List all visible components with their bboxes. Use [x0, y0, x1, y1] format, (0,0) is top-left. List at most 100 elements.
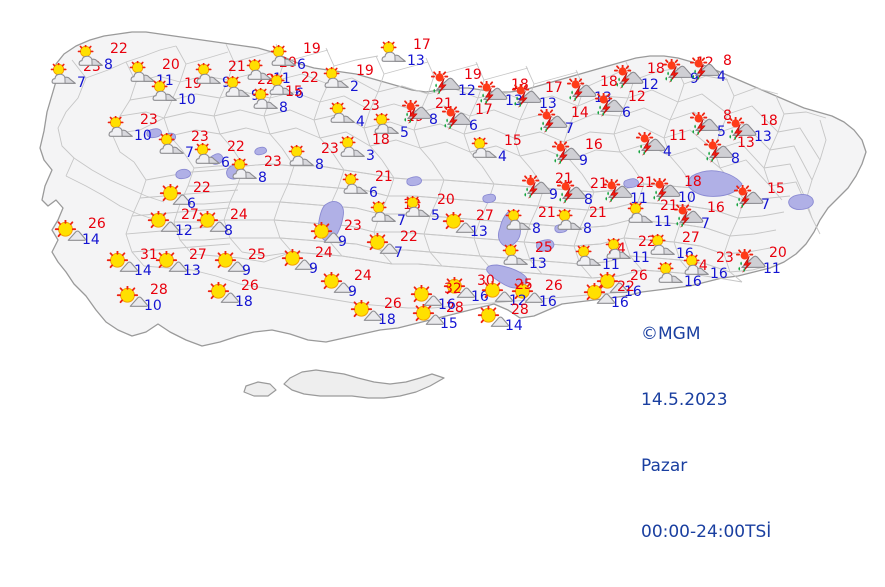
- temp-max: 22: [400, 229, 418, 245]
- temp-min: 12: [641, 77, 659, 93]
- temp-max: 26: [384, 296, 402, 312]
- temp-min: 7: [397, 213, 406, 229]
- temp-min: 4: [717, 69, 726, 85]
- temp-max: 18: [760, 113, 778, 129]
- lake-van: [687, 170, 743, 197]
- temp-min: 6: [369, 185, 378, 201]
- temp-max: 27: [682, 230, 700, 246]
- temp-max: 13: [737, 135, 755, 151]
- temp-max: 22: [638, 234, 656, 250]
- temp-max: 21: [660, 198, 678, 214]
- temp-min: 16: [684, 274, 702, 290]
- credit-period: 00:00-24:00TSİ: [641, 522, 772, 542]
- temp-min: 13: [407, 53, 425, 69]
- temp-min: 6: [469, 118, 478, 134]
- temp-min: 4: [356, 114, 365, 130]
- temp-min: 16: [710, 266, 728, 282]
- temp-min: 15: [440, 316, 458, 332]
- temp-max: 15: [767, 181, 785, 197]
- temp-min: 10: [678, 190, 696, 206]
- temp-max: 19: [303, 41, 321, 57]
- temp-min: 10: [144, 298, 162, 314]
- temp-min: 13: [470, 224, 488, 240]
- temp-min: 5: [400, 125, 409, 141]
- temp-min: 3: [366, 148, 375, 164]
- temp-min: 6: [297, 57, 306, 73]
- temp-min: 8: [429, 112, 438, 128]
- temp-min: 7: [77, 75, 86, 91]
- temp-min: 8: [583, 221, 592, 237]
- temp-min: 9: [690, 71, 699, 87]
- temp-max: 27: [189, 247, 207, 263]
- temp-min: 18: [378, 312, 396, 328]
- lake-iznik: [175, 168, 191, 180]
- temp-max: 23: [716, 250, 734, 266]
- temp-max: 24: [230, 207, 248, 223]
- temp-max: 27: [181, 207, 199, 223]
- lake-sapanca: [254, 146, 268, 156]
- temp-min: 8: [104, 57, 113, 73]
- temp-max: 26: [545, 278, 563, 294]
- temp-min: 12: [175, 223, 193, 239]
- temp-min: 8: [731, 151, 740, 167]
- lake-small-1: [406, 176, 422, 187]
- lake-small-2: [482, 193, 497, 204]
- temp-min: 16: [438, 297, 456, 313]
- temp-max: 20: [437, 192, 455, 208]
- temp-min: 8: [224, 223, 233, 239]
- temp-max: 18: [647, 61, 665, 77]
- temp-max: 18: [372, 132, 390, 148]
- temp-min: 4: [498, 149, 507, 165]
- credit-day: Pazar: [641, 456, 688, 476]
- temp-max: 28: [511, 302, 529, 318]
- temp-min: 9: [348, 284, 357, 300]
- temp-max: 21: [589, 205, 607, 221]
- temp-max: 20: [162, 57, 180, 73]
- temp-min: 7: [565, 121, 574, 137]
- temp-max: 21: [555, 171, 573, 187]
- temp-min: 11: [763, 261, 781, 277]
- temp-min: 13: [529, 256, 547, 272]
- temp-max: 28: [446, 300, 464, 316]
- lake-small-5: [623, 178, 639, 189]
- temp-max: 15: [285, 84, 303, 100]
- temp-min: 13: [183, 263, 201, 279]
- temp-min: 10: [134, 128, 152, 144]
- temp-max: 23: [264, 154, 282, 170]
- temp-max: 23: [344, 218, 362, 234]
- temp-min: 9: [579, 153, 588, 169]
- cyprus-outline: [243, 369, 445, 399]
- temp-min: 16: [539, 294, 557, 310]
- temp-max: 25: [535, 240, 553, 256]
- temp-min: 11: [602, 257, 620, 273]
- temp-max: 16: [707, 200, 725, 216]
- temp-max: 22: [617, 279, 635, 295]
- credit-date: 14.5.2023: [641, 390, 728, 410]
- temp-min: 16: [624, 284, 642, 300]
- temp-max: 14: [571, 105, 589, 121]
- temp-min: 6: [221, 155, 230, 171]
- temp-max: 21: [636, 175, 654, 191]
- temp-min: 12: [509, 293, 527, 309]
- temp-max: 26: [630, 268, 648, 284]
- temp-max: 23: [321, 141, 339, 157]
- temp-max: 8: [723, 108, 732, 124]
- temp-min: 14: [134, 263, 152, 279]
- temp-min: 11: [654, 214, 672, 230]
- temp-min: 8: [315, 157, 324, 173]
- temp-min: 6: [295, 86, 304, 102]
- temp-max: 22: [110, 41, 128, 57]
- temp-max: 23: [191, 129, 209, 145]
- temp-min: 16: [471, 289, 489, 305]
- temp-min: 14: [505, 318, 523, 334]
- temp-max: 20: [769, 245, 787, 261]
- temp-max: 12: [628, 89, 646, 105]
- temp-min: 13: [505, 93, 523, 109]
- temp-min: 14: [82, 232, 100, 248]
- temp-max: 28: [150, 282, 168, 298]
- temp-max: 17: [545, 80, 563, 96]
- temp-max: 19: [464, 67, 482, 83]
- temp-max: 22: [193, 180, 211, 196]
- temp-min: 6: [622, 105, 631, 121]
- temp-min: 11: [630, 191, 648, 207]
